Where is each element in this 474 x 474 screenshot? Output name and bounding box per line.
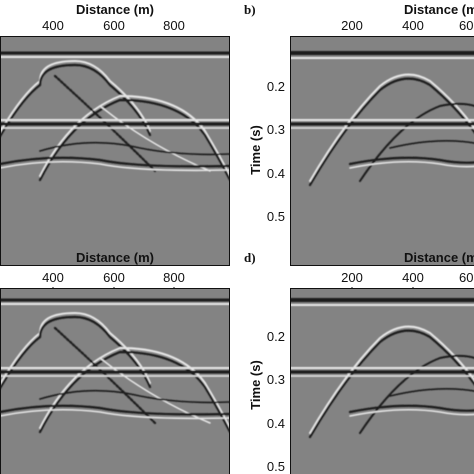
panel-c-x-tick-800: 800 <box>163 270 185 285</box>
panel-c: Distance (m) 400 600 800 <box>0 250 230 474</box>
panel-b-y-tick-0.3: 0.3 <box>267 122 285 137</box>
panel-b-label: b) <box>244 2 256 17</box>
panel-d-y-tick-0.5: 0.5 <box>267 459 285 474</box>
panel-a-seismic-section <box>0 36 230 266</box>
panel-c-x-tick-600: 600 <box>103 270 125 285</box>
panel-a-x-title: Distance (m) <box>76 2 154 17</box>
panel-d-y-title: Time (s) <box>248 360 263 410</box>
panel-a-x-tick-800: 800 <box>163 18 185 33</box>
panel-b-x-tick-400: 400 <box>402 18 424 33</box>
panel-a-x-tick-600: 600 <box>103 18 125 33</box>
panel-d-x-tick-60: 60 <box>459 270 473 285</box>
panel-b-y-tick-0.2: 0.2 <box>267 79 285 94</box>
panel-b: b) Distance (m) 200 400 60 Time (s) 0.2 … <box>244 2 474 266</box>
panel-d-x-title: Distance (m) <box>404 250 474 265</box>
panel-a-x-tick-400: 400 <box>42 18 64 33</box>
panel-d: d) Distance (m) 200 400 60 Time (s) 0.2 … <box>244 250 474 474</box>
panel-d-y-tick-0.4: 0.4 <box>267 416 285 431</box>
panel-b-y-tick-0.5: 0.5 <box>267 209 285 224</box>
panel-b-y-tick-0.4: 0.4 <box>267 166 285 181</box>
panel-b-x-title: Distance (m) <box>404 2 474 17</box>
panel-d-x-tick-400: 400 <box>402 270 424 285</box>
panel-c-x-tick-400: 400 <box>42 270 64 285</box>
panel-d-y-tick-0.3: 0.3 <box>267 372 285 387</box>
panel-c-x-title: Distance (m) <box>76 250 154 265</box>
panel-a: Distance (m) 400 600 800 <box>0 2 230 266</box>
panel-d-y-tick-0.2: 0.2 <box>267 329 285 344</box>
panel-d-seismic-section <box>290 288 474 474</box>
panel-b-seismic-section <box>290 36 474 266</box>
panel-d-x-tick-200: 200 <box>341 270 363 285</box>
panel-c-seismic-section <box>0 288 230 474</box>
panel-b-x-tick-60: 60 <box>459 18 473 33</box>
panel-b-x-tick-200: 200 <box>341 18 363 33</box>
panel-b-y-title: Time (s) <box>248 125 263 175</box>
panel-d-label: d) <box>244 250 256 265</box>
